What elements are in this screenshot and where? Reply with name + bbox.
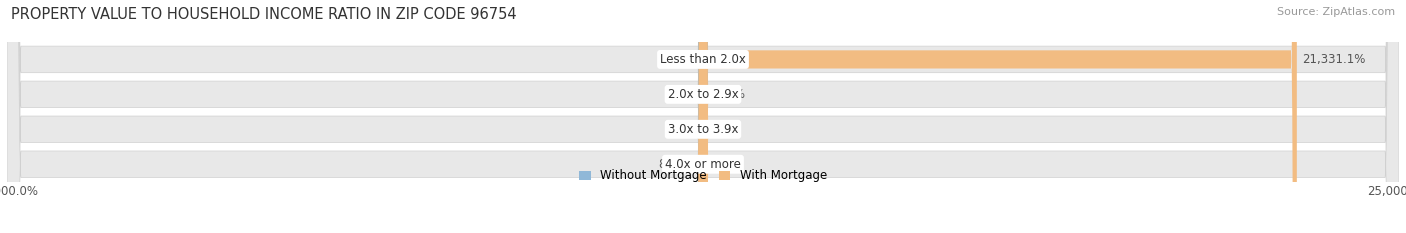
FancyBboxPatch shape [7, 0, 1399, 233]
FancyBboxPatch shape [697, 0, 709, 233]
FancyBboxPatch shape [7, 0, 1399, 233]
FancyBboxPatch shape [697, 0, 709, 233]
Text: Less than 2.0x: Less than 2.0x [659, 53, 747, 66]
Text: 89.3%: 89.3% [658, 158, 695, 171]
FancyBboxPatch shape [697, 0, 709, 233]
FancyBboxPatch shape [697, 0, 709, 233]
FancyBboxPatch shape [697, 0, 706, 233]
Text: 0.85%: 0.85% [709, 88, 745, 101]
Text: 3.9%: 3.9% [668, 53, 697, 66]
Text: 4.0x or more: 4.0x or more [665, 158, 741, 171]
FancyBboxPatch shape [7, 0, 1399, 233]
FancyBboxPatch shape [697, 0, 709, 233]
Text: PROPERTY VALUE TO HOUSEHOLD INCOME RATIO IN ZIP CODE 96754: PROPERTY VALUE TO HOUSEHOLD INCOME RATIO… [11, 7, 517, 22]
FancyBboxPatch shape [703, 0, 1296, 233]
Text: 3.0x to 3.9x: 3.0x to 3.9x [668, 123, 738, 136]
Legend: Without Mortgage, With Mortgage: Without Mortgage, With Mortgage [574, 164, 832, 187]
FancyBboxPatch shape [7, 0, 1399, 233]
FancyBboxPatch shape [697, 0, 709, 233]
Text: 21,331.1%: 21,331.1% [1302, 53, 1365, 66]
Text: 2.0x to 2.9x: 2.0x to 2.9x [668, 88, 738, 101]
Text: Source: ZipAtlas.com: Source: ZipAtlas.com [1277, 7, 1395, 17]
Text: 4.4%: 4.4% [709, 158, 738, 171]
Text: 1.6%: 1.6% [668, 88, 697, 101]
Text: 4.1%: 4.1% [668, 123, 697, 136]
Text: 2.9%: 2.9% [709, 123, 738, 136]
